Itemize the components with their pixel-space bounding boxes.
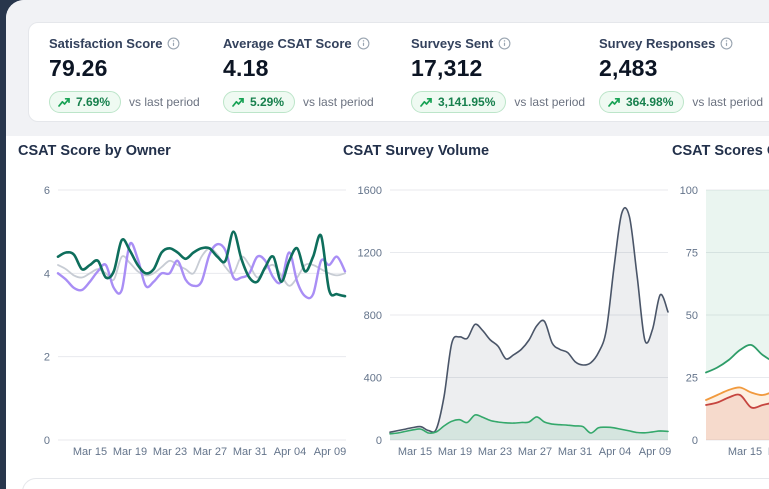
chart-title-csat-survey-volume: CSAT Survey Volume <box>343 143 490 159</box>
line-series-2 <box>56 241 347 300</box>
trend-up-icon <box>232 97 245 108</box>
trend-badge: 5.29% <box>223 91 296 113</box>
area-fill-series-1 <box>390 207 668 440</box>
trend-badge: 3,141.95% <box>411 91 507 113</box>
vs-last-period-label: vs last period <box>303 95 374 109</box>
kpi-label: Surveys Sent <box>411 36 511 51</box>
kpi-delta-row: 7.69% vs last period <box>49 91 200 113</box>
x-axis-tick: Mar 15 <box>73 446 107 458</box>
kpi-satisfaction-score: Satisfaction Score 79.26 7.69% vs last p… <box>49 23 225 121</box>
y-axis-tick: 0 <box>44 435 50 447</box>
x-axis-tick: Mar 23 <box>153 446 187 458</box>
kpi-label: Average CSAT Score <box>223 36 370 51</box>
info-icon[interactable] <box>167 37 180 50</box>
trend-up-icon <box>608 97 621 108</box>
kpi-label-text: Survey Responses <box>599 36 716 51</box>
y-axis-tick: 800 <box>364 310 382 322</box>
delta-value: 364.98% <box>626 95 674 109</box>
kpi-value: 2,483 <box>599 55 658 81</box>
area-fill-series-red <box>706 394 769 440</box>
info-icon[interactable] <box>498 37 511 50</box>
y-axis-tick: 50 <box>686 310 698 322</box>
kpi-delta-row: 364.98% vs last period <box>599 91 763 113</box>
next-section-card <box>22 478 769 489</box>
delta-value: 7.69% <box>76 95 111 109</box>
y-axis-tick: 75 <box>686 248 698 260</box>
y-axis-tick: 400 <box>364 373 382 385</box>
vs-last-period-label: vs last period <box>692 95 764 109</box>
kpi-average-csat-score: Average CSAT Score 4.18 5.29% vs last pe… <box>223 23 399 121</box>
y-axis-tick: 100 <box>680 185 698 197</box>
x-axis-tick: Apr 04 <box>274 446 306 458</box>
line-series-red <box>705 393 769 409</box>
area-fill-series-2 <box>390 414 668 440</box>
line-series-1 <box>56 230 347 298</box>
kpi-delta-row: 5.29% vs last period <box>223 91 374 113</box>
kpi-label: Survey Responses <box>599 36 733 51</box>
x-axis-tick: Apr 04 <box>599 446 631 458</box>
kpi-label-text: Average CSAT Score <box>223 36 352 51</box>
y-axis-tick: 1600 <box>358 185 382 197</box>
chart-title-csat-scores: CSAT Scores C <box>672 143 769 159</box>
x-axis-tick: Mar 19 <box>113 446 147 458</box>
trend-up-icon <box>420 97 433 108</box>
vs-last-period-label: vs last period <box>129 95 200 109</box>
csat-score-by-owner-chart[interactable]: 0 2 4 6 Mar 15 Mar 19 Mar 23 Mar 27 Mar 31 Apr 04… <box>6 175 350 475</box>
x-axis-tick: Mar 23 <box>478 446 512 458</box>
x-axis-tick: Mar 27 <box>193 446 227 458</box>
delta-value: 3,141.95% <box>438 95 496 109</box>
trend-up-icon <box>58 97 71 108</box>
kpi-delta-row: 3,141.95% vs last period <box>411 91 585 113</box>
x-axis-tick: Apr 09 <box>639 446 671 458</box>
trend-badge: 7.69% <box>49 91 122 113</box>
kpi-label-text: Surveys Sent <box>411 36 494 51</box>
vs-last-period-label: vs last period <box>514 95 586 109</box>
y-axis-tick: 6 <box>44 185 50 197</box>
kpi-label-text: Satisfaction Score <box>49 36 163 51</box>
line-series-1 <box>389 207 669 433</box>
x-axis-tick: Apr 09 <box>314 446 346 458</box>
kpi-value: 17,312 <box>411 55 483 81</box>
kpi-label: Satisfaction Score <box>49 36 180 51</box>
info-icon[interactable] <box>720 37 733 50</box>
y-axis-tick: 25 <box>686 373 698 385</box>
line-series-orange <box>705 386 769 401</box>
y-axis-tick: 0 <box>692 435 698 447</box>
kpi-summary-card: Satisfaction Score 79.26 7.69% vs last p… <box>28 22 769 122</box>
kpi-value: 4.18 <box>223 55 269 81</box>
line-series-2 <box>389 414 669 435</box>
line-series-green <box>705 343 769 374</box>
chart-title-csat-score-by-owner: CSAT Score by Owner <box>18 143 171 159</box>
x-axis-tick: Mar 15 <box>398 446 432 458</box>
y-axis-tick: 0 <box>376 435 382 447</box>
x-axis-tick: Mar 31 <box>233 446 267 458</box>
y-axis-tick: 2 <box>44 352 50 364</box>
x-axis-tick: Mar 27 <box>518 446 552 458</box>
kpi-surveys-sent: Surveys Sent 17,312 3,141.95% vs last pe… <box>411 23 587 121</box>
delta-value: 5.29% <box>250 95 285 109</box>
kpi-value: 79.26 <box>49 55 108 81</box>
trend-badge: 364.98% <box>599 91 685 113</box>
csat-survey-volume-chart[interactable]: 0 400 800 1200 1600 Mar 15 Mar 19 Mar 23 Mar 27 M… <box>350 175 680 475</box>
x-axis-tick: Mar 15 <box>728 446 762 458</box>
info-icon[interactable] <box>357 37 370 50</box>
x-axis-tick: Mar 31 <box>558 446 592 458</box>
x-axis-tick: Mar 19 <box>438 446 472 458</box>
x-axis-tick: Mar 19 <box>768 446 769 458</box>
y-axis-tick: 4 <box>44 268 50 280</box>
y-axis-tick: 1200 <box>358 248 382 260</box>
kpi-survey-responses: Survey Responses 2,483 364.98% vs last p… <box>599 23 769 121</box>
area-fill-series-green <box>706 190 769 373</box>
content-sheet: Satisfaction Score 79.26 7.69% vs last p… <box>6 0 769 489</box>
